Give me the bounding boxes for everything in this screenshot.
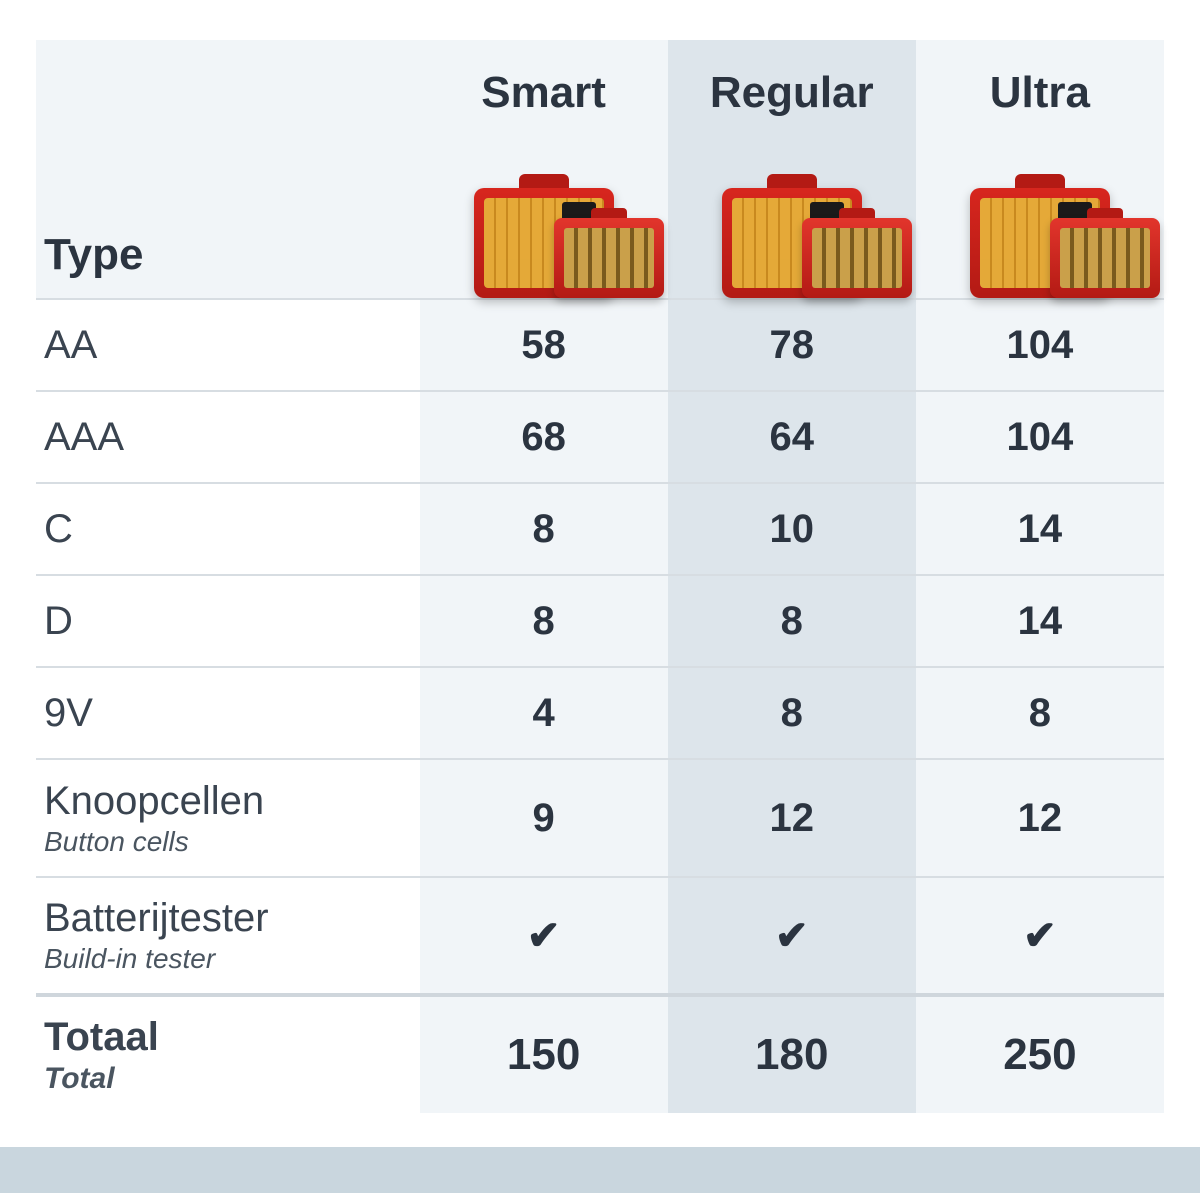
comparison-table-container: Type Smart Regular Ultra (0, 0, 1200, 1113)
smart-product-image (420, 128, 668, 298)
type-label: Type (44, 230, 420, 280)
check-icon: ✔ (775, 914, 809, 958)
footer-bar (0, 1147, 1200, 1193)
cell-value: 12 (916, 759, 1164, 877)
total-value: 180 (668, 995, 916, 1113)
check-icon: ✔ (1023, 914, 1057, 958)
table-row: AAA6864104 (36, 391, 1164, 483)
cell-value: 14 (916, 575, 1164, 667)
total-value: 250 (916, 995, 1164, 1113)
comparison-table: Type Smart Regular Ultra (36, 40, 1164, 1113)
cell-value: 8 (668, 667, 916, 759)
table-row: AA5878104 (36, 299, 1164, 391)
table-row: BatterijtesterBuild-in tester ✔ ✔ ✔ (36, 877, 1164, 995)
row-sublabel: Button cells (44, 826, 420, 858)
total-sublabel: Total (44, 1062, 420, 1096)
check-icon: ✔ (527, 914, 561, 958)
table-row: D8814 (36, 575, 1164, 667)
cell-value: 68 (420, 391, 668, 483)
header-regular: Regular (668, 40, 916, 299)
total-row: TotaalTotal150180250 (36, 995, 1164, 1113)
total-label: TotaalTotal (36, 995, 420, 1113)
table-row: 9V488 (36, 667, 1164, 759)
row-label: 9V (36, 667, 420, 759)
table-row: KnoopcellenButton cells91212 (36, 759, 1164, 877)
header-smart: Smart (420, 40, 668, 299)
cell-value: 10 (668, 483, 916, 575)
row-label: AA (36, 299, 420, 391)
row-sublabel: Build-in tester (44, 943, 420, 975)
table-row: C81014 (36, 483, 1164, 575)
cell-value: 14 (916, 483, 1164, 575)
row-label: AAA (36, 391, 420, 483)
header-ultra: Ultra (916, 40, 1164, 299)
cell-value: 58 (420, 299, 668, 391)
cell-value: 8 (420, 483, 668, 575)
smart-label: Smart (420, 68, 668, 118)
cell-value: 8 (420, 575, 668, 667)
cell-value: ✔ (420, 877, 668, 995)
cell-value: 8 (668, 575, 916, 667)
header-type: Type (36, 40, 420, 299)
row-label: BatterijtesterBuild-in tester (36, 877, 420, 995)
row-label: D (36, 575, 420, 667)
cell-value: 12 (668, 759, 916, 877)
cell-value: 9 (420, 759, 668, 877)
regular-product-image (668, 128, 916, 298)
regular-label: Regular (668, 68, 916, 118)
ultra-product-image (916, 128, 1164, 298)
header-row: Type Smart Regular Ultra (36, 40, 1164, 299)
row-label: C (36, 483, 420, 575)
ultra-label: Ultra (916, 68, 1164, 118)
table-body: AA5878104AAA6864104C81014D88149V488Knoop… (36, 299, 1164, 1113)
cell-value: 8 (916, 667, 1164, 759)
total-value: 150 (420, 995, 668, 1113)
cell-value: 104 (916, 391, 1164, 483)
row-label: KnoopcellenButton cells (36, 759, 420, 877)
cell-value: ✔ (916, 877, 1164, 995)
cell-value: 4 (420, 667, 668, 759)
cell-value: 78 (668, 299, 916, 391)
cell-value: 64 (668, 391, 916, 483)
cell-value: 104 (916, 299, 1164, 391)
cell-value: ✔ (668, 877, 916, 995)
